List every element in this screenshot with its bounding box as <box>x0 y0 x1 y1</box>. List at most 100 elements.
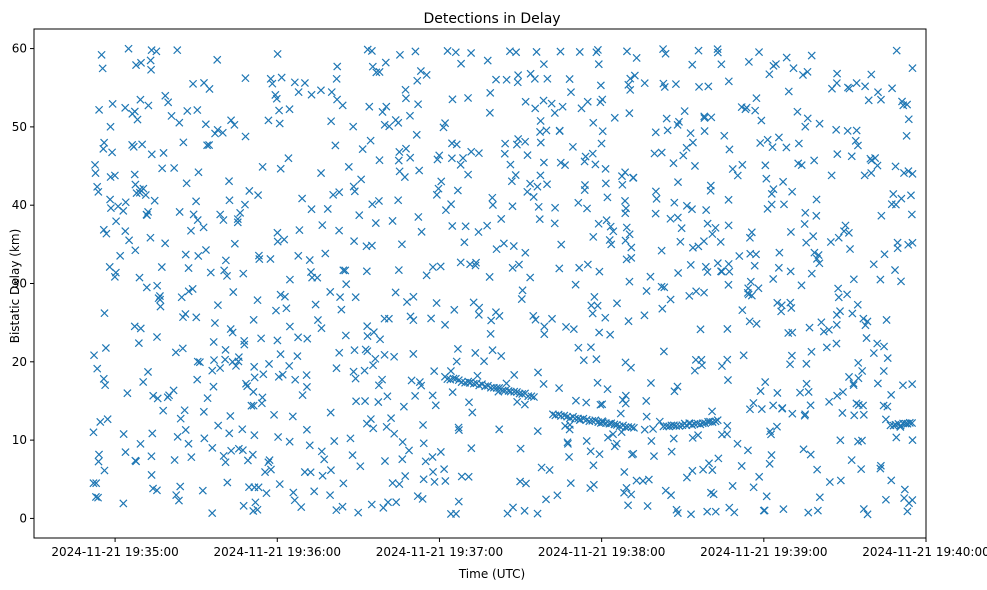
data-point <box>521 248 530 257</box>
data-point <box>756 387 765 396</box>
data-point <box>311 300 320 309</box>
data-point <box>99 144 108 153</box>
data-point <box>900 485 909 494</box>
data-point <box>259 370 268 379</box>
data-point <box>110 171 119 180</box>
data-point <box>881 495 890 504</box>
data-point <box>518 389 527 398</box>
data-point <box>336 293 345 302</box>
data-point <box>513 397 522 406</box>
data-point <box>270 410 279 419</box>
data-point <box>779 177 788 186</box>
data-point <box>452 357 461 366</box>
data-point <box>358 145 367 154</box>
data-point <box>725 267 734 276</box>
data-point <box>323 204 332 213</box>
data-point <box>521 137 530 146</box>
data-point <box>638 476 647 485</box>
data-point <box>96 417 105 426</box>
data-point <box>375 67 384 76</box>
data-point <box>150 196 159 205</box>
data-point <box>418 420 428 430</box>
data-point <box>724 280 733 289</box>
data-point <box>845 84 854 93</box>
data-point <box>173 46 182 55</box>
data-point <box>454 423 463 432</box>
data-point <box>271 90 280 99</box>
data-point <box>610 113 619 122</box>
data-point <box>807 347 816 356</box>
data-point <box>350 187 359 196</box>
data-point <box>409 316 418 325</box>
data-point <box>703 267 712 277</box>
data-point <box>708 466 717 475</box>
data-point <box>134 339 143 348</box>
data-point <box>686 510 696 519</box>
data-point <box>688 433 697 442</box>
data-point <box>825 477 834 487</box>
data-point <box>601 313 610 322</box>
data-point <box>93 364 102 373</box>
data-point <box>541 495 551 504</box>
data-point <box>832 125 841 134</box>
data-point <box>400 173 409 182</box>
data-point <box>308 273 317 282</box>
data-point <box>699 237 708 246</box>
data-point <box>540 322 549 331</box>
data-point <box>507 177 516 186</box>
data-point <box>456 258 465 267</box>
data-point <box>181 425 190 434</box>
data-point <box>362 419 371 428</box>
data-point <box>815 259 824 268</box>
data-point <box>183 106 192 115</box>
data-point <box>757 405 766 414</box>
data-point <box>357 175 366 184</box>
data-point <box>660 283 669 292</box>
data-point <box>843 290 852 299</box>
data-point <box>589 118 598 127</box>
data-point <box>767 189 776 198</box>
data-point <box>806 401 815 410</box>
data-point <box>273 336 282 345</box>
data-point <box>192 313 201 322</box>
data-point <box>452 140 461 149</box>
data-point <box>670 387 679 396</box>
data-point <box>159 148 168 157</box>
data-point <box>657 148 666 157</box>
data-point <box>642 412 651 421</box>
data-point <box>147 46 156 55</box>
data-point <box>254 251 263 260</box>
data-point <box>812 211 821 220</box>
data-point <box>556 47 565 56</box>
data-point <box>802 379 811 388</box>
data-point <box>838 408 847 417</box>
data-point <box>773 298 782 307</box>
data-point <box>666 214 675 223</box>
data-point <box>813 506 822 515</box>
data-point <box>210 356 219 365</box>
data-point <box>707 113 716 122</box>
data-point <box>458 154 468 163</box>
data-point <box>362 242 371 251</box>
data-point <box>121 103 130 112</box>
data-point <box>395 50 404 59</box>
data-point <box>588 149 597 158</box>
data-point <box>905 418 914 427</box>
data-point <box>372 68 381 77</box>
data-point <box>167 111 176 120</box>
data-point <box>368 200 377 209</box>
data-point <box>401 85 410 94</box>
x-tick-label: 2024-11-21 19:37:00 <box>376 545 503 559</box>
data-point <box>800 220 809 229</box>
data-point <box>350 346 359 355</box>
data-point <box>273 237 282 246</box>
data-point <box>744 57 753 66</box>
data-point <box>666 295 675 304</box>
data-point <box>673 120 682 129</box>
data-point <box>708 229 717 239</box>
data-point <box>520 506 529 515</box>
data-point <box>688 466 697 475</box>
data-point <box>658 304 667 313</box>
data-point <box>704 82 713 91</box>
